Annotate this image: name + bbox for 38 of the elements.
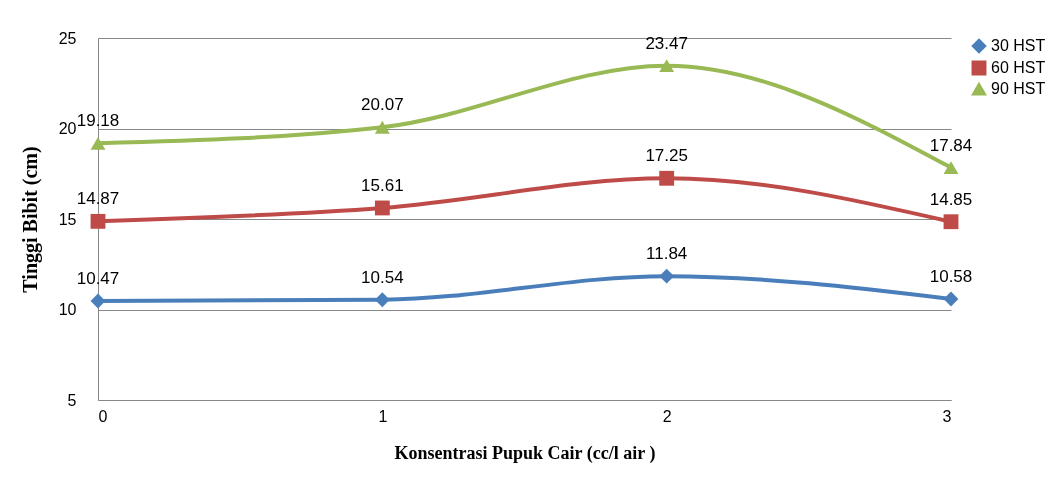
legend-label: 30 HST [991, 37, 1046, 54]
y-tick-label: 15 [58, 210, 77, 228]
data-label: 19.18 [76, 111, 120, 131]
point [659, 268, 675, 284]
x-tick-label: 3 [942, 407, 952, 425]
point [374, 200, 390, 216]
point [90, 136, 106, 150]
point [374, 120, 390, 134]
x-axis-title: Konsentrasi Pupuk Cair (cc/l air ) [394, 442, 656, 464]
point [374, 292, 390, 308]
point [943, 161, 959, 175]
y-tick-label: 25 [58, 29, 77, 47]
x-tick-label: 0 [98, 407, 108, 425]
point [90, 293, 106, 309]
point [659, 170, 675, 186]
point [659, 59, 675, 73]
data-label: 17.25 [645, 146, 688, 166]
data-label: 23.47 [645, 33, 688, 53]
point [90, 213, 106, 229]
data-label: 15.61 [361, 175, 404, 195]
point [943, 214, 959, 230]
data-label: 20.07 [361, 95, 404, 115]
x-tick-label: 1 [378, 407, 388, 425]
x-tick-label: 2 [662, 407, 672, 425]
data-label: 10.47 [76, 268, 120, 288]
data-label: 14.87 [76, 189, 120, 209]
point [943, 291, 959, 307]
legend-label: 60 HST [991, 59, 1046, 76]
y-axis-title: Tinggi Bibit (cm) [18, 146, 42, 293]
data-label: 17.84 [929, 135, 973, 155]
data-label: 11.84 [646, 244, 688, 264]
data-label: 10.58 [929, 267, 973, 286]
data-label: 14.85 [929, 189, 973, 209]
y-tick-label: 20 [58, 120, 77, 137]
legend-label: 90 HST [991, 80, 1046, 97]
data-label: 10.54 [361, 267, 404, 287]
y-tick-label: 10 [58, 301, 77, 318]
y-tick-label: 5 [67, 391, 77, 409]
